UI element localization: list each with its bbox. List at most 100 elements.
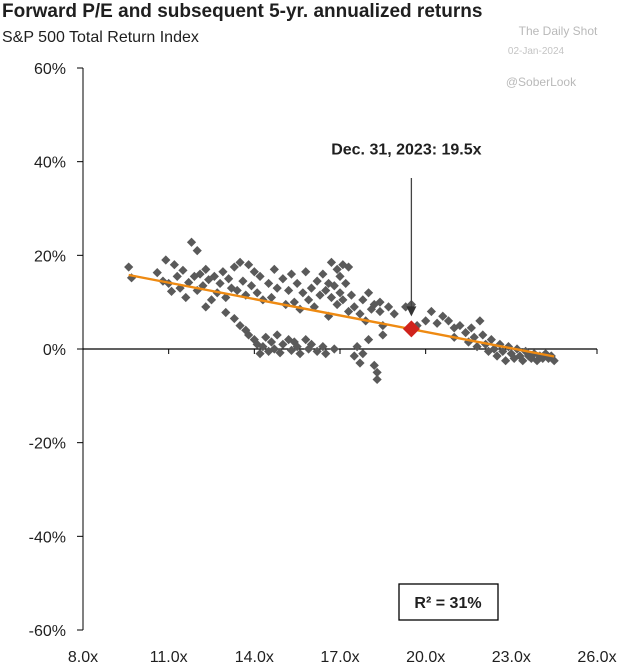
scatter-point [543,353,554,363]
scatter-point [461,328,471,338]
scatter-point [235,257,245,267]
x-tick-label: 20.0x [406,649,445,666]
scatter-point [255,349,265,359]
scatter-point [258,342,268,352]
scatter-point [312,276,322,286]
scatter-point [341,278,351,289]
scatter-point [401,302,411,312]
scatter-point [249,267,259,277]
scatter-point [389,309,399,319]
scatter-point [349,351,359,361]
scatter-point [421,316,431,326]
watermark-brand: The Daily Shot [519,24,598,38]
scatter-point [509,353,519,363]
scatter-point [369,360,379,370]
scatter-point [495,339,505,349]
r-squared-box [398,583,499,621]
x-tick-label: 11.0x [150,649,188,666]
scatter-point [206,295,217,305]
scatter-point [264,278,274,289]
scatter-point [229,262,239,272]
scatter-point [338,260,348,270]
scatter-point [349,302,359,312]
scatter-point [326,257,337,267]
scatter-point [498,346,508,356]
scatter-point [238,276,248,286]
scatter-point [352,342,362,352]
scatter-point [412,320,422,331]
y-axis: 60% 40% 20% 0% -20% -40% -60% [29,61,83,640]
scatter-point [266,337,277,347]
scatter-point [124,262,134,272]
watermark-handle: @SoberLook [506,75,577,89]
scatter-point [346,290,357,300]
scatter-point [378,330,388,340]
x-tick-label: 26.0x [577,649,616,666]
scatter-point [181,292,191,303]
scatter-point [209,271,219,282]
scatter-point [306,339,317,349]
scatter-point [326,292,337,303]
scatter-point [246,281,257,291]
scatter-point [312,346,322,356]
scatter-point [292,278,302,289]
scatter-point [332,299,342,310]
scatter-point [255,271,265,282]
r-squared-label: R² = 31% [414,595,481,612]
x-tick-label: 17.0x [320,649,359,666]
scatter-point [358,349,368,359]
highlight-point [402,320,420,338]
scatter-point [244,330,254,340]
y-tick-label: 0% [43,342,66,359]
scatter-point [286,269,297,279]
scatter-point [269,344,279,354]
scatter-point [501,356,511,366]
trendline [128,273,555,358]
scatter-point [261,332,271,342]
scatter-point [363,335,374,345]
scatter-point [535,351,545,361]
scatter-point [358,295,368,305]
scatter-point [321,285,331,296]
scatter-point [466,323,476,333]
scatter-point [372,367,382,378]
scatter-points [124,237,559,385]
scatter-point [289,297,299,307]
scatter-point [298,288,308,298]
scatter-point [532,356,542,366]
annotation-arrowhead [406,306,417,317]
scatter-point [355,358,365,368]
scatter-point [272,330,282,340]
scatter-point [492,351,502,361]
scatter-point [152,268,162,278]
scatter-point [201,264,211,274]
scatter-point [278,339,288,349]
scatter-point [289,337,299,347]
scatter-point [166,286,177,296]
scatter-point [438,311,448,321]
scatter-point [486,335,496,345]
scatter-point [301,335,311,345]
y-tick-label: -60% [29,623,66,640]
scatter-point [335,288,345,298]
scatter-point [426,306,436,317]
scatter-point [455,320,465,331]
scatter-point [229,313,239,324]
scatter-point [472,342,482,352]
scatter-point [515,351,525,361]
scatter-point [366,304,377,314]
scatter-point [338,295,348,305]
scatter-point [198,281,208,291]
scatter-point [295,349,305,359]
y-tick-label: -40% [29,529,66,546]
x-axis: 8.0x 11.0x 14.0x 17.0x 20.0x 23.0x 26.0x [68,349,617,666]
y-tick-label: 40% [34,155,66,172]
scatter-point [469,332,479,342]
x-tick-label: 8.0x [68,649,98,666]
scatter-point [329,281,339,291]
watermark-date: 02-Jan-2024 [508,46,565,57]
scatter-point [323,278,334,289]
scatter-point [372,374,382,385]
x-tick-label: 14.0x [235,649,274,666]
